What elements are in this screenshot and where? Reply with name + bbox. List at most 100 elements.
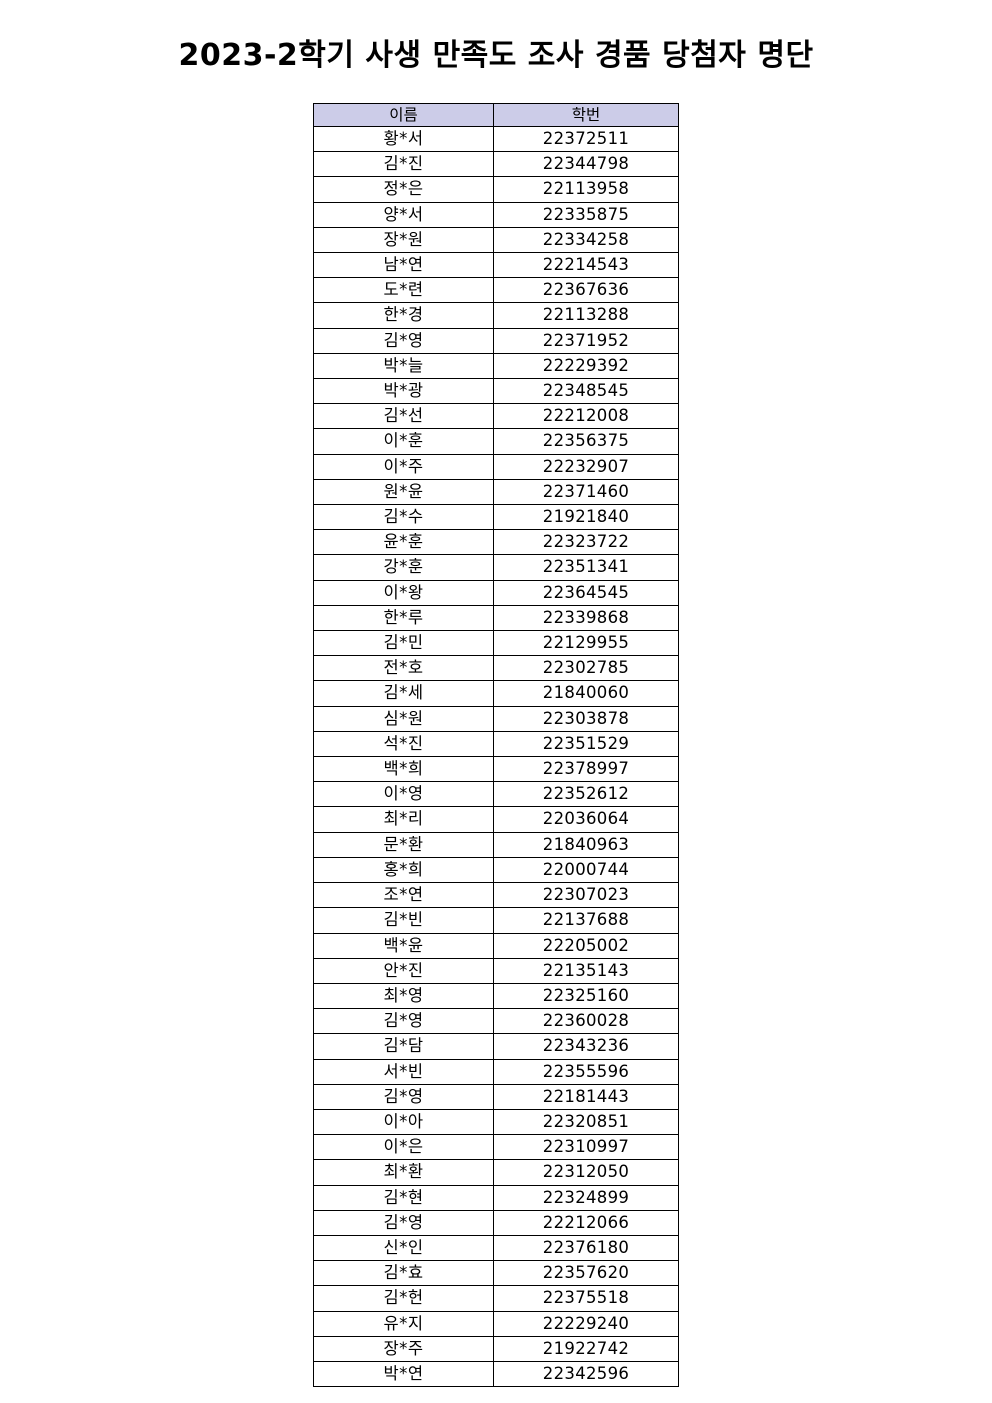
table-row: 양*서 22335875 — [313, 201, 679, 228]
cell-student-id: 22303878 — [493, 705, 679, 732]
cell-name: 김*영 — [313, 1008, 494, 1035]
cell-name: 최*리 — [313, 806, 494, 833]
cell-name: 이*주 — [313, 453, 494, 480]
cell-student-id: 22214543 — [493, 252, 679, 279]
cell-name: 김*빈 — [313, 907, 494, 934]
table-row: 장*주 21922742 — [313, 1335, 679, 1362]
cell-name: 김*진 — [313, 151, 494, 178]
cell-name: 신*인 — [313, 1234, 494, 1262]
cell-name: 이*은 — [313, 1134, 494, 1161]
cell-name: 박*연 — [313, 1360, 494, 1388]
cell-student-id: 22320851 — [493, 1108, 679, 1136]
cell-student-id: 22371460 — [493, 478, 679, 506]
cell-name: 김*영 — [313, 1209, 494, 1236]
table-row: 이*은 22310997 — [313, 1134, 679, 1161]
cell-name: 김*담 — [313, 1033, 494, 1060]
cell-name: 남*연 — [313, 252, 494, 279]
cell-name: 이*훈 — [313, 428, 494, 455]
table-row: 정*은 22113958 — [313, 176, 679, 203]
cell-student-id: 21840963 — [493, 831, 679, 858]
table-row: 김*선 22212008 — [313, 403, 679, 430]
table-row: 최*영 22325160 — [313, 982, 679, 1010]
cell-student-id: 22351529 — [493, 730, 679, 758]
cell-name: 서*빈 — [313, 1058, 494, 1085]
table-row: 한*루 22339868 — [313, 604, 679, 632]
table-row: 김*영 22360028 — [313, 1008, 679, 1035]
cell-name: 김*수 — [313, 504, 494, 531]
cell-student-id: 22137688 — [493, 907, 679, 934]
cell-name: 원*윤 — [313, 478, 494, 506]
cell-name: 장*주 — [313, 1335, 494, 1362]
cell-name: 김*선 — [313, 403, 494, 430]
cell-name: 최*환 — [313, 1159, 494, 1186]
cell-name: 백*희 — [313, 756, 494, 783]
table-row: 안*진 22135143 — [313, 957, 679, 984]
cell-name: 정*은 — [313, 176, 494, 203]
cell-name: 도*련 — [313, 277, 494, 304]
cell-student-id: 22135143 — [493, 957, 679, 984]
cell-student-id: 22325160 — [493, 982, 679, 1010]
table-row: 백*윤 22205002 — [313, 932, 679, 959]
table-row: 이*주 22232907 — [313, 453, 679, 480]
cell-name: 심*원 — [313, 705, 494, 732]
table-row: 황*서 22372511 — [313, 125, 679, 153]
table-header: 이름 학번 — [313, 103, 679, 127]
cell-name: 한*루 — [313, 604, 494, 632]
table-row: 박*광 22348545 — [313, 378, 679, 405]
cell-name: 문*환 — [313, 831, 494, 858]
cell-student-id: 22302785 — [493, 655, 679, 682]
table-row: 최*환 22312050 — [313, 1159, 679, 1186]
cell-name: 김*효 — [313, 1260, 494, 1287]
cell-student-id: 22348545 — [493, 378, 679, 405]
table-row: 김*효 22357620 — [313, 1260, 679, 1287]
cell-name: 홍*희 — [313, 856, 494, 884]
cell-student-id: 22376180 — [493, 1234, 679, 1262]
cell-name: 박*늘 — [313, 352, 494, 380]
table-row: 도*련 22367636 — [313, 277, 679, 304]
cell-student-id: 22229240 — [493, 1310, 679, 1337]
table-row: 김*진 22344798 — [313, 151, 679, 178]
cell-student-id: 22229392 — [493, 352, 679, 380]
cell-name: 윤*훈 — [313, 529, 494, 556]
table-row: 이*아 22320851 — [313, 1108, 679, 1136]
table-row: 홍*희 22000744 — [313, 856, 679, 884]
table-row: 김*영 22212066 — [313, 1209, 679, 1236]
cell-student-id: 22113958 — [493, 176, 679, 203]
table-row: 김*수 21921840 — [313, 504, 679, 531]
cell-student-id: 22312050 — [493, 1159, 679, 1186]
table-row: 김*현 22324899 — [313, 1184, 679, 1211]
cell-student-id: 22339868 — [493, 604, 679, 632]
cell-student-id: 21921840 — [493, 504, 679, 531]
cell-student-id: 21840060 — [493, 680, 679, 707]
cell-name: 김*영 — [313, 1083, 494, 1110]
cell-name: 안*진 — [313, 957, 494, 984]
cell-name: 황*서 — [313, 125, 494, 153]
table-row: 김*빈 22137688 — [313, 907, 679, 934]
table-row: 전*호 22302785 — [313, 655, 679, 682]
cell-student-id: 22212008 — [493, 403, 679, 430]
table-row: 유*지 22229240 — [313, 1310, 679, 1337]
cell-name: 백*윤 — [313, 932, 494, 959]
cell-name: 최*영 — [313, 982, 494, 1010]
table-row: 이*영 22352612 — [313, 781, 679, 808]
cell-student-id: 22351341 — [493, 554, 679, 581]
cell-student-id: 22113288 — [493, 302, 679, 329]
winners-table: 이름 학번 황*서 22372511 김*진 22344798 정*은 22113958 양… — [313, 103, 679, 1388]
cell-student-id: 22307023 — [493, 882, 679, 909]
cell-name: 김*헌 — [313, 1285, 494, 1312]
column-header-student-id: 학번 — [493, 103, 679, 127]
table-row: 석*진 22351529 — [313, 730, 679, 758]
cell-student-id: 22000744 — [493, 856, 679, 884]
table-row: 김*민 22129955 — [313, 630, 679, 657]
table-row: 신*인 22376180 — [313, 1234, 679, 1262]
cell-name: 전*호 — [313, 655, 494, 682]
cell-student-id: 22232907 — [493, 453, 679, 480]
table-header-row: 이름 학번 — [313, 103, 679, 127]
cell-name: 유*지 — [313, 1310, 494, 1337]
table-row: 원*윤 22371460 — [313, 478, 679, 506]
table-row: 김*헌 22375518 — [313, 1285, 679, 1312]
table-row: 김*담 22343236 — [313, 1033, 679, 1060]
cell-student-id: 22310997 — [493, 1134, 679, 1161]
table-row: 이*왕 22364545 — [313, 579, 679, 606]
cell-name: 김*민 — [313, 630, 494, 657]
